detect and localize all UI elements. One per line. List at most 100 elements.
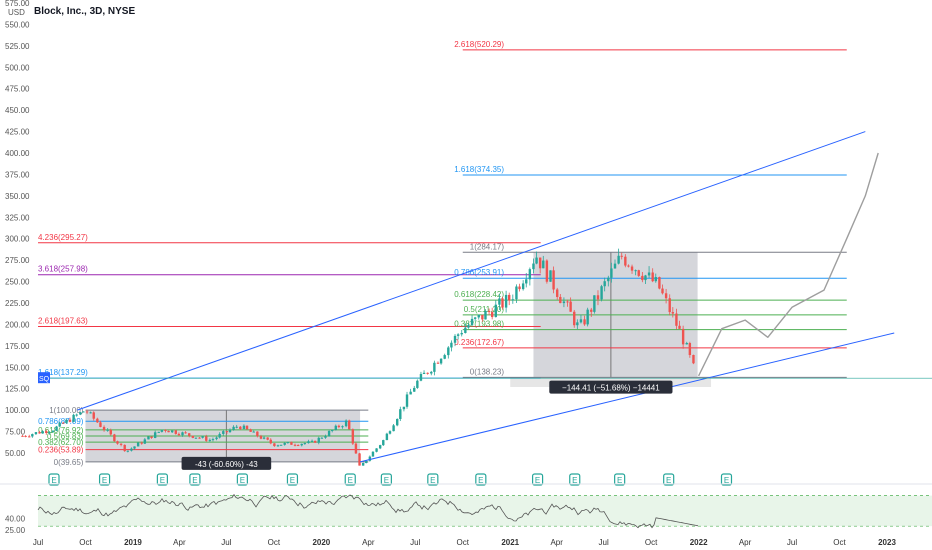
fib-2018-label: 1(100.00) (49, 406, 84, 415)
candle-body (392, 425, 395, 432)
x-tick-label: 2019 (124, 538, 142, 547)
candle-body (498, 298, 501, 305)
candle-body (170, 430, 174, 433)
candle-body (140, 442, 143, 444)
candle-body (681, 328, 685, 345)
candle-body (279, 444, 283, 446)
candle-body (269, 439, 272, 444)
earnings-marker (380, 473, 392, 486)
candle-body (464, 327, 467, 333)
candle-body (89, 412, 92, 414)
y-tick-label: 100.00 (5, 406, 30, 415)
candle-body (617, 255, 620, 264)
x-tick-label: Jul (221, 538, 231, 547)
candle-body (678, 325, 681, 329)
earnings-marker-label: E (666, 476, 671, 485)
symbol-tag: SQ (39, 376, 50, 383)
candle-body (396, 419, 399, 426)
candle-body (181, 432, 184, 436)
earnings-marker-label: E (348, 476, 353, 485)
symbol-header[interactable]: Block, Inc., 3D, NYSE (34, 6, 136, 17)
fib-2018-label: 0.786(87.09) (38, 417, 84, 426)
measure-2021-label: −144.41 (−51.68%) −14441 (562, 384, 660, 393)
candle-body (620, 255, 623, 257)
earnings-marker-label: E (430, 476, 435, 485)
candle-body (576, 322, 579, 326)
candle-body (600, 286, 603, 300)
candle-body (378, 445, 382, 449)
candle-body (28, 436, 31, 438)
candle-body (647, 272, 651, 276)
fib-2018-label: 0.382(62.70) (38, 438, 84, 447)
rsi-line (37, 493, 699, 529)
y-tick-label: 275.00 (5, 256, 30, 265)
candle-body (358, 453, 361, 466)
earnings-marker (614, 473, 626, 486)
candle-body (525, 279, 528, 284)
candle-body (361, 463, 365, 466)
candle-body (293, 444, 297, 446)
fib-extension-label: 4.236(295.27) (38, 233, 88, 242)
x-tick-label: Oct (79, 538, 92, 547)
candle-body (300, 443, 303, 446)
y-tick-label: 200.00 (5, 320, 30, 329)
x-tick-label: Oct (268, 538, 281, 547)
candle-body (157, 431, 160, 433)
candle-body (303, 443, 307, 445)
candle-body (658, 277, 661, 289)
candle-body (38, 432, 41, 434)
earnings-marker-label: E (160, 476, 165, 485)
x-tick-label: Jul (410, 538, 420, 547)
candle-body (252, 431, 255, 433)
candle-body (518, 286, 521, 290)
candle-body (671, 312, 675, 314)
candle-body (641, 275, 644, 281)
x-tick-label: Oct (457, 538, 470, 547)
y-tick-label: 300.00 (5, 235, 30, 244)
candle-body (99, 422, 102, 427)
candle-body (133, 446, 136, 449)
candle-body (542, 260, 545, 269)
candle-body (692, 354, 695, 364)
y-tick-label: 475.00 (5, 85, 30, 94)
y-tick-label: 425.00 (5, 128, 30, 137)
currency-label: USD (8, 8, 25, 17)
fib-2021-label: 0.618(228.42) (454, 290, 504, 299)
candle-body (341, 426, 344, 428)
candle-body (515, 286, 518, 300)
candle-body (310, 440, 314, 442)
candle-body (430, 371, 433, 374)
fib-2018-label: 0.618(76.92) (38, 426, 84, 435)
x-tick-label: 2023 (878, 538, 896, 547)
candle-body (116, 441, 119, 444)
y-tick-label: 500.00 (5, 63, 30, 72)
candle-body (593, 295, 596, 312)
measure-2018-label-bg (181, 456, 272, 470)
candle-body (490, 312, 494, 318)
rsi-band (38, 495, 932, 527)
candle-body (136, 442, 140, 447)
candle-body (102, 426, 106, 431)
earnings-marker-label: E (240, 476, 245, 485)
x-tick-label: 2022 (690, 538, 708, 547)
candle-body (637, 270, 640, 276)
fib-2021-label: 0.382(193.98) (454, 320, 504, 329)
candle-body (262, 437, 266, 439)
candle-body (607, 277, 610, 282)
fib-2018-label: 0(39.65) (54, 458, 84, 467)
earnings-marker-label: E (102, 476, 107, 485)
rsi-tick-label: 40.00 (5, 515, 26, 524)
candle-body (153, 432, 157, 438)
candle-body (436, 362, 440, 364)
candle-body (487, 310, 491, 313)
candle-body (283, 442, 286, 445)
candle-body (290, 442, 293, 445)
candle-body (34, 432, 38, 435)
fib-2021-label: 0.5(211.20) (464, 305, 505, 314)
candle-body (344, 420, 348, 427)
candle-body (586, 309, 589, 325)
earnings-marker (48, 473, 60, 486)
x-tick-label: Apr (739, 538, 752, 547)
candle-body (106, 429, 109, 431)
